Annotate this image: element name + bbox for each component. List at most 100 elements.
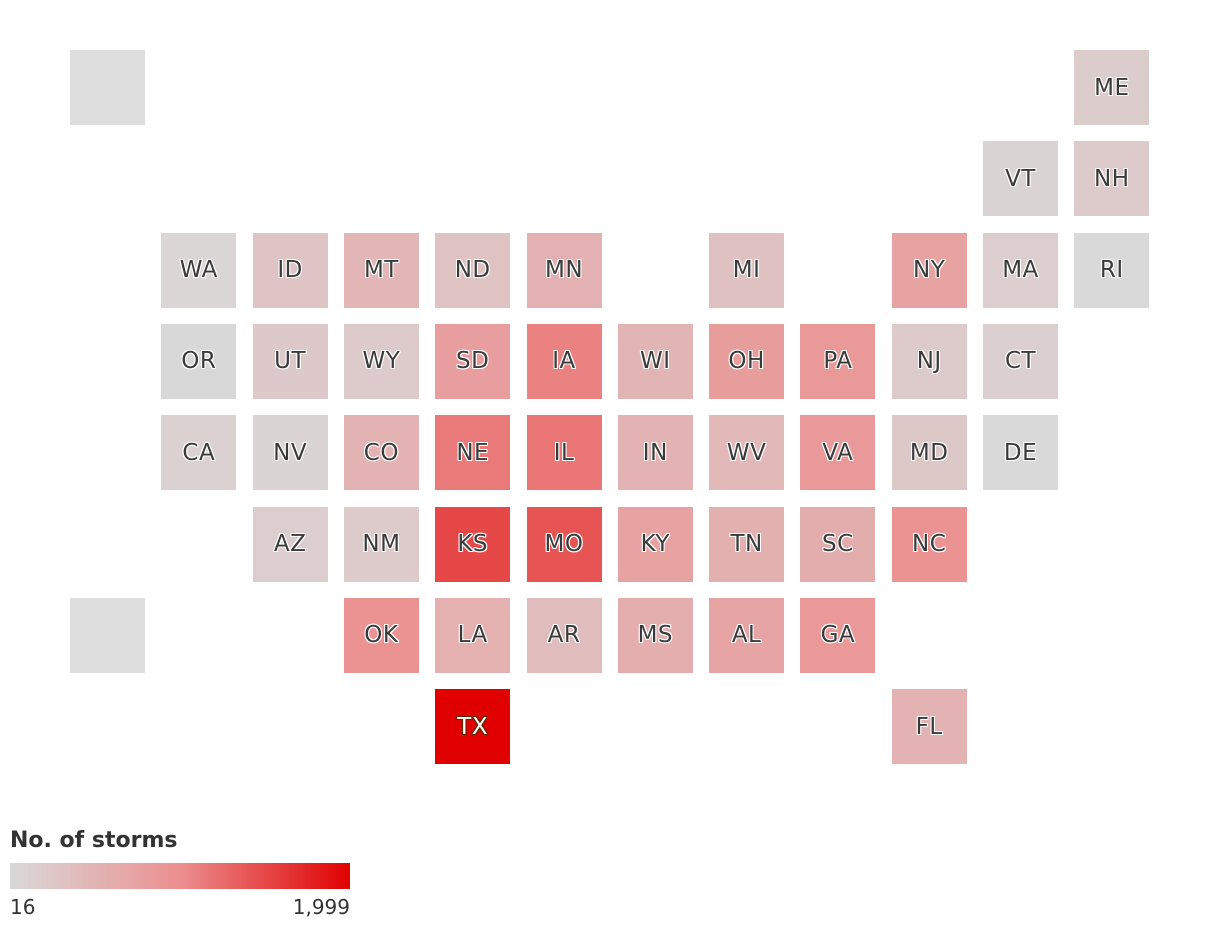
- state-tile-sc: SC: [800, 506, 876, 582]
- state-label: MD: [909, 439, 949, 466]
- state-label: CO: [363, 439, 399, 466]
- state-tile-nv: NV: [252, 415, 328, 491]
- state-tile-nj: NJ: [891, 323, 967, 399]
- legend-labels: 16 1,999: [10, 895, 350, 925]
- state-label: NH: [1094, 165, 1130, 192]
- state-tile-ct: CT: [983, 323, 1058, 399]
- state-label: IN: [642, 439, 668, 466]
- state-label: SC: [822, 531, 854, 557]
- state-label: MS: [637, 622, 674, 649]
- state-tile-ia: IA: [526, 323, 602, 399]
- state-tile-ks: KS: [435, 506, 511, 582]
- state-tile-ga: GA: [800, 597, 876, 673]
- state-label: NE: [456, 439, 490, 466]
- state-label: RI: [1099, 257, 1124, 284]
- state-label: IA: [552, 348, 576, 375]
- state-tile-ri: RI: [1074, 232, 1150, 308]
- legend-title: No. of storms: [10, 828, 178, 853]
- state-tile-in: IN: [617, 415, 693, 491]
- state-tile-pa: PA: [800, 323, 876, 399]
- state-label: IL: [553, 439, 575, 466]
- legend-min-label: 16: [10, 895, 36, 919]
- state-tile-or: OR: [161, 323, 237, 399]
- color-legend: No. of storms 16 1,999: [10, 828, 355, 925]
- state-label: AZ: [273, 531, 307, 557]
- state-label: AR: [547, 622, 581, 649]
- state-tile-md: MD: [891, 415, 967, 491]
- state-tile-ca: CA: [161, 415, 237, 491]
- state-label: NJ: [916, 348, 942, 375]
- state-label: KS: [457, 531, 489, 557]
- state-label: MI: [732, 257, 761, 284]
- state-tile-ok: OK: [343, 597, 419, 673]
- state-label: WY: [362, 348, 401, 375]
- state-tile-wv: WV: [709, 415, 785, 491]
- legend-color-bar: [10, 863, 350, 889]
- state-tile-mn: MN: [526, 232, 602, 308]
- state-tile-de: DE: [983, 415, 1058, 491]
- state-label: UT: [274, 348, 307, 375]
- state-tile-la: LA: [435, 597, 511, 673]
- state-label: VA: [822, 439, 854, 466]
- state-tile-oh: OH: [709, 323, 785, 399]
- state-tile-me: ME: [1074, 50, 1150, 125]
- state-label: VT: [1005, 165, 1036, 192]
- state-tile-tx: TX: [435, 689, 511, 765]
- state-tile-az: AZ: [252, 506, 328, 582]
- state-tile-tn: TN: [709, 506, 785, 582]
- state-tile-sd: SD: [435, 323, 511, 399]
- state-tile-fl: FL: [891, 689, 967, 765]
- state-tile-co: CO: [343, 415, 419, 491]
- state-tile-al: AL: [709, 597, 785, 673]
- state-tile-mo: MO: [526, 506, 602, 582]
- state-tile-nd: ND: [435, 232, 511, 308]
- state-tile-ky: KY: [617, 506, 693, 582]
- state-tile-nc: NC: [891, 506, 967, 582]
- state-tile-ny: NY: [891, 232, 967, 308]
- state-tile-ne: NE: [435, 415, 511, 491]
- state-label: CA: [182, 439, 216, 466]
- state-tile-empty: [70, 597, 145, 673]
- state-label: LA: [457, 622, 488, 649]
- state-label: NY: [913, 257, 946, 284]
- state-tile-nh: NH: [1074, 141, 1150, 217]
- state-tile-ar: AR: [526, 597, 602, 673]
- state-label: NV: [273, 439, 308, 466]
- state-label: WI: [640, 348, 671, 375]
- state-label: PA: [823, 348, 853, 375]
- state-label: NM: [362, 531, 401, 557]
- state-tile-ms: MS: [617, 597, 693, 673]
- state-label: WA: [179, 257, 218, 284]
- state-label: SD: [456, 348, 490, 375]
- state-label: ND: [454, 257, 491, 284]
- state-tile-mt: MT: [343, 232, 419, 308]
- state-tile-wi: WI: [617, 323, 693, 399]
- state-label: AL: [731, 622, 762, 649]
- state-tile-empty: [70, 50, 145, 125]
- state-tile-mi: MI: [709, 232, 785, 308]
- state-tile-id: ID: [252, 232, 328, 308]
- state-label: CT: [1004, 348, 1037, 375]
- state-label: TN: [730, 531, 763, 557]
- state-label: MO: [544, 531, 584, 557]
- state-label: GA: [820, 622, 856, 649]
- state-tile-map: ME VT NH WA ID MT ND MN MI NY MA RI OR UT WY SD IA WI OH PA…: [70, 50, 1150, 765]
- state-label: WV: [726, 439, 767, 466]
- state-label: ID: [277, 257, 303, 284]
- state-tile-wy: WY: [343, 323, 419, 399]
- state-label: KY: [640, 531, 670, 557]
- legend-max-label: 1,999: [292, 895, 350, 919]
- state-tile-va: VA: [800, 415, 876, 491]
- state-tile-il: IL: [526, 415, 602, 491]
- state-label: OR: [181, 348, 217, 375]
- state-tile-wa: WA: [161, 232, 237, 308]
- state-label: MT: [363, 257, 399, 284]
- state-label: FL: [915, 713, 943, 740]
- state-label: MA: [1002, 257, 1039, 284]
- state-label: ME: [1094, 74, 1130, 101]
- state-tile-nm: NM: [343, 506, 419, 582]
- state-tile-vt: VT: [983, 141, 1058, 217]
- state-label: OH: [728, 348, 765, 375]
- state-tile-ut: UT: [252, 323, 328, 399]
- state-label: MN: [544, 257, 584, 284]
